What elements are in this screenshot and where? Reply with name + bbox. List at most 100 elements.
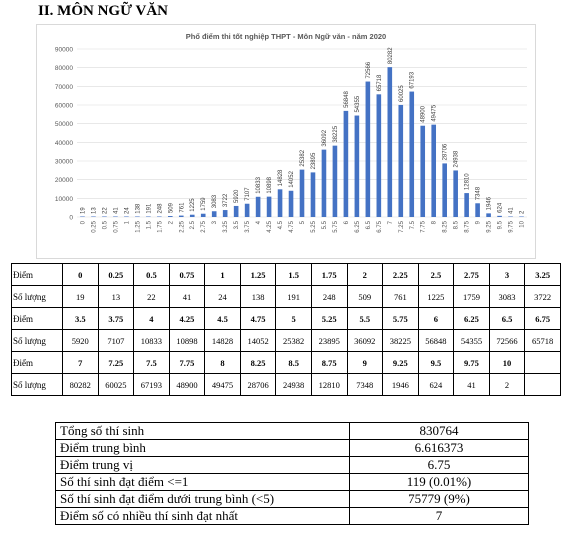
bar	[91, 216, 96, 217]
score-cell: 3.25	[524, 263, 561, 286]
count-cell: 28706	[239, 373, 277, 396]
chart-bars	[80, 67, 524, 218]
score-cell: 9	[346, 351, 384, 374]
stat-label: Số thí sinh đạt điểm dưới trung bình (<5…	[55, 490, 350, 508]
stat-row: Tổng số thí sinh 830764	[55, 422, 529, 440]
bar	[475, 203, 480, 217]
x-tick-label: 0	[80, 220, 86, 224]
score-cell: 2.75	[453, 263, 490, 286]
count-cell: 248	[310, 285, 348, 308]
data-label: 509	[168, 202, 174, 213]
bar	[113, 216, 118, 217]
data-label: 28706	[443, 143, 449, 160]
stat-value: 119 (0.01%)	[349, 473, 529, 491]
count-row-label: Số lượng	[11, 329, 63, 352]
bar	[442, 163, 447, 217]
score-cell: 10	[488, 351, 526, 374]
count-cell: 10833	[133, 329, 170, 352]
count-cell: 54355	[453, 329, 490, 352]
bar	[178, 215, 184, 217]
bar	[464, 193, 469, 217]
count-cell: 7107	[97, 329, 135, 352]
score-cell: 8	[204, 351, 241, 374]
x-tick-label: 6.5	[366, 220, 372, 229]
bar	[277, 189, 283, 217]
x-tick-label: 9.75	[509, 220, 515, 232]
x-tick-label: 9	[476, 220, 482, 224]
x-tick-label: 7.25	[399, 220, 405, 232]
x-tick-label: 1.75	[157, 220, 163, 232]
count-cell	[524, 373, 561, 396]
bar	[157, 216, 162, 217]
data-label: 65718	[377, 74, 383, 91]
data-label: 36092	[322, 129, 328, 146]
data-label: 10833	[256, 176, 262, 193]
score-cell: 2.25	[382, 263, 419, 286]
bar	[365, 81, 371, 217]
data-label: 5920	[234, 189, 240, 203]
count-cell: 1225	[417, 285, 455, 308]
x-tick-label: 1	[124, 220, 130, 224]
count-cell: 624	[417, 373, 455, 396]
stat-value: 830764	[349, 422, 529, 440]
bar	[343, 110, 349, 217]
score-cell: 4.75	[239, 307, 277, 330]
count-cell: 1759	[453, 285, 490, 308]
y-tick-label: 50000	[55, 121, 73, 128]
data-label: 38225	[333, 125, 339, 142]
count-row: Số lượng 19 13 22 41 24 138 191 248 509 761 1225 175…	[11, 285, 561, 308]
bar	[80, 216, 85, 217]
count-cell: 10898	[168, 329, 206, 352]
stat-row: Số thí sinh đạt điểm dưới trung bình (<5…	[55, 490, 529, 508]
data-label: 41	[113, 207, 119, 214]
bar	[124, 216, 129, 217]
y-tick-label: 80000	[55, 65, 73, 72]
x-tick-label: 5.75	[333, 220, 339, 232]
bar	[420, 125, 426, 217]
bar	[409, 91, 415, 217]
x-tick-label: 2.25	[179, 220, 185, 232]
x-tick-label: 10	[520, 220, 526, 227]
count-cell: 5920	[62, 329, 99, 352]
x-tick-label: 8.25	[443, 220, 449, 232]
section-title: II. MÔN NGỮ VĂN	[38, 3, 168, 19]
score-cell: 4.5	[204, 307, 241, 330]
count-cell: 138	[239, 285, 277, 308]
bar	[310, 172, 316, 217]
x-tick-label: 2.5	[190, 220, 196, 229]
count-cell: 23895	[310, 329, 348, 352]
score-cell: 6	[417, 307, 455, 330]
score-cell: 7.75	[168, 351, 206, 374]
bar	[431, 124, 437, 217]
score-cell: 1	[204, 263, 241, 286]
score-row-label: Điểm	[11, 307, 63, 330]
data-label: 248	[157, 203, 163, 214]
data-label: 60025	[399, 85, 405, 102]
bar	[244, 203, 250, 217]
data-label: 67193	[410, 71, 416, 88]
score-table: Điểm 0 0.25 0.5 0.75 1 1.25 1.5 1.75 2 2.25 2.5 2.75…	[11, 263, 561, 396]
score-cell: 1.75	[310, 263, 348, 286]
count-row: Số lượng 5920 7107 10833 10898 14828 14052 2538…	[11, 329, 561, 352]
data-label: 7107	[245, 187, 251, 201]
count-cell: 24938	[275, 373, 312, 396]
data-label: 41	[509, 207, 515, 214]
data-label: 56848	[344, 91, 350, 108]
x-tick-label: 1.5	[146, 220, 152, 229]
data-label: 14828	[278, 169, 284, 186]
score-cell: 5.25	[310, 307, 348, 330]
data-label: 13	[91, 207, 97, 214]
score-cell: 0.25	[97, 263, 135, 286]
score-cell: 6.75	[524, 307, 561, 330]
bar	[200, 213, 206, 217]
bar	[321, 149, 327, 217]
data-label: 761	[179, 202, 185, 213]
data-label: 22	[102, 207, 108, 214]
count-cell: 25382	[275, 329, 312, 352]
bar	[146, 216, 151, 217]
data-label: 19	[80, 207, 86, 214]
score-row: Điểm 0 0.25 0.5 0.75 1 1.25 1.5 1.75 2 2.25 2.5 2.75…	[11, 263, 561, 286]
chart-gridlines	[77, 48, 527, 218]
bar	[497, 215, 502, 217]
y-tick-label: 10000	[55, 196, 73, 203]
